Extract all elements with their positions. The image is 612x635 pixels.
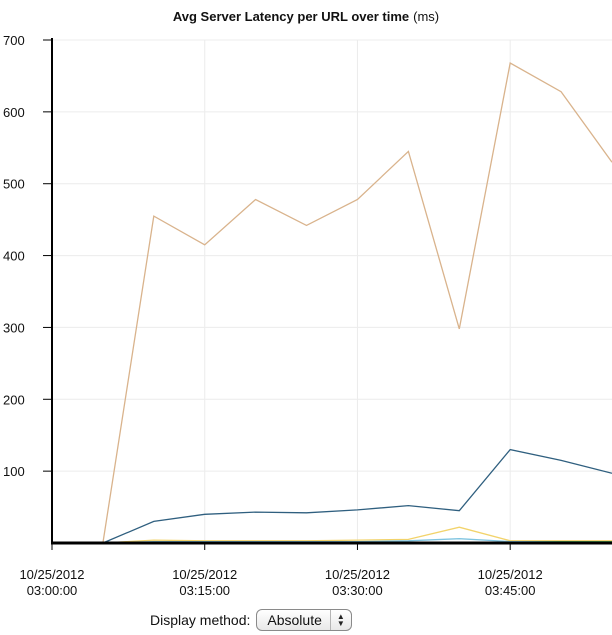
chart-title: Avg Server Latency per URL over time (ms) <box>173 9 439 24</box>
series-line-1 <box>102 61 612 544</box>
x-tick-label-date: 10/25/2012 <box>325 567 390 582</box>
x-tick-label-date: 10/25/2012 <box>172 567 237 582</box>
y-tick-label: 300 <box>3 320 25 335</box>
y-tick-label: 400 <box>3 249 25 264</box>
x-tick-label-date: 10/25/2012 <box>19 567 84 582</box>
y-tick-label: 200 <box>3 392 25 407</box>
axes: 10020030040050060070010/25/201203:00:001… <box>3 33 612 598</box>
grid-lines <box>51 39 612 543</box>
up-down-arrows-icon: ▲ ▼ <box>329 610 351 630</box>
chart-title-main: Avg Server Latency per URL over time <box>173 9 409 24</box>
display-method-select[interactable]: Absolute ▲ ▼ <box>256 609 352 631</box>
display-method-value: Absolute <box>267 612 322 628</box>
y-tick-label: 700 <box>3 33 25 48</box>
arrow-up-icon: ▲ <box>336 612 345 621</box>
x-tick-label-time: 03:45:00 <box>485 583 536 598</box>
y-tick-label: 500 <box>3 177 25 192</box>
series-line-3 <box>102 526 612 544</box>
x-tick-label-date: 10/25/2012 <box>478 567 543 582</box>
x-tick-label-time: 03:30:00 <box>332 583 383 598</box>
x-tick-label-time: 03:15:00 <box>179 583 230 598</box>
latency-line-chart: Avg Server Latency per URL over time (ms)… <box>3 9 612 598</box>
display-method-label: Display method: <box>150 612 251 628</box>
arrow-down-icon: ▼ <box>336 619 345 628</box>
x-tick-label-time: 03:00:00 <box>27 583 78 598</box>
display-method-control: Display method: Absolute ▲ ▼ <box>150 608 352 632</box>
series-line-2 <box>102 448 612 544</box>
y-tick-label: 100 <box>3 464 25 479</box>
chart-title-unit: (ms) <box>413 9 439 24</box>
y-tick-label: 600 <box>3 105 25 120</box>
